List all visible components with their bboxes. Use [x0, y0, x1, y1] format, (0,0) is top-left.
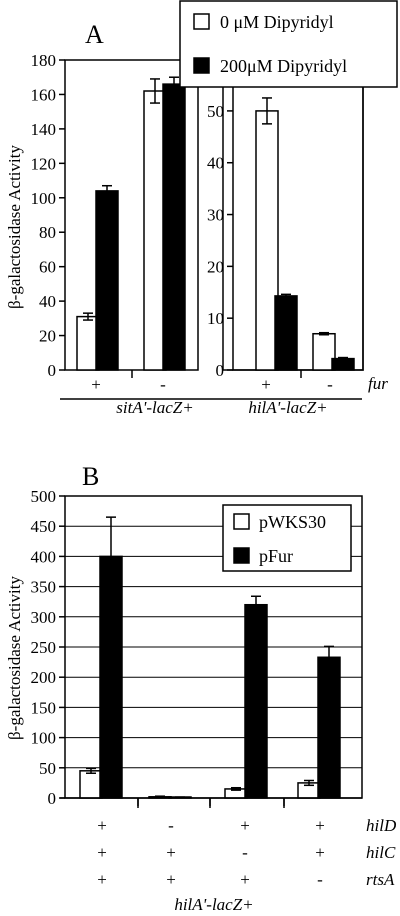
panel-b-ytick-label-5: 250	[31, 638, 57, 657]
panel-a-right-fur-value-0: +	[261, 375, 271, 394]
panel-b-ytick-label-2: 100	[31, 729, 57, 748]
panel-a-left-bar-s1-c1	[162, 83, 186, 371]
panel-a-right-ytick-label-5: 50	[207, 102, 224, 121]
panel-a-right-ytick-label-2: 20	[207, 257, 224, 276]
panel-b-genotype-table: + - + + hilD + + - + hilC + + + - rtsA	[60, 797, 397, 889]
panel-b-group-label: hilA'-lacZ+	[174, 895, 253, 914]
panel-a-right-bar-s1-c0	[274, 295, 298, 371]
panel-a-left-chart: 0 20 40 60 80 100 120 140 160 180 + -	[31, 51, 199, 394]
panel-b-hilC-value-1: +	[166, 843, 176, 862]
panel-a-left-group-label: sitA'-lacZ+	[116, 398, 193, 417]
panel-a-y-axis-label: β-galactosidase Activity	[5, 145, 24, 309]
panel-b-legend-swatch-1	[233, 547, 250, 564]
panel-b-rtsA-value-1: +	[166, 870, 176, 889]
panel-a-left-fur-value-1: -	[160, 375, 166, 394]
panel-b-row-label-hilC: hilC	[366, 843, 396, 862]
panel-a-legend-label-1: 200μM Dipyridyl	[220, 56, 347, 76]
panel-a-left-ytick-label-0: 0	[48, 361, 57, 380]
panel-b-rtsA-value-0: +	[97, 870, 107, 889]
panel-a-left-ytick-label-9: 180	[31, 51, 57, 70]
panel-b-ytick-label-1: 50	[39, 759, 56, 778]
panel-a-left-ytick-label-7: 140	[31, 120, 57, 139]
panel-b-legend-swatch-0	[233, 513, 250, 530]
panel-a-right-ytick-label-3: 30	[207, 206, 224, 225]
panel-a-right-chart: 0 10 20 30 40 50 + -	[60, 84, 364, 400]
panel-b-hilC-value-3: +	[315, 843, 325, 862]
panel-b-letter: B	[82, 462, 99, 491]
panel-a-right-ytick-label-1: 10	[207, 309, 224, 328]
panel-a-legend-box	[179, 0, 398, 88]
panel-b-bar-s1-c2	[244, 603, 268, 799]
panel-b-row-label-rtsA: rtsA	[366, 870, 395, 889]
panel-b-ytick-label-0: 0	[48, 789, 57, 808]
panel-a-left-bar-s1-c0	[95, 190, 119, 371]
panel-b-bar-s1-c3	[317, 656, 341, 799]
panel-b-y-axis-label: β-galactosidase Activity	[5, 576, 24, 740]
panel-b-ytick-label-7: 350	[31, 578, 57, 597]
panel-a-left-ytick-label-4: 80	[39, 223, 56, 242]
panel-b-ytick-label-6: 300	[31, 608, 57, 627]
panel-b-ytick-label-4: 200	[31, 668, 57, 687]
panel-b-hilD-value-1: -	[168, 816, 174, 835]
panel-b-row-label-hilD: hilD	[366, 816, 397, 835]
panel-a-legend: 0 μM Dipyridyl 200μM Dipyridyl	[179, 0, 398, 88]
panel-a-legend-swatch-0	[193, 13, 210, 30]
panel-b-ytick-label-9: 450	[31, 517, 57, 536]
panel-b-hilD-value-0: +	[97, 816, 107, 835]
panel-b-legend-label-1: pFur	[259, 546, 293, 566]
panel-a-left-ytick-label-1: 20	[39, 327, 56, 346]
panel-a-left-ytick-label-2: 40	[39, 292, 56, 311]
panel-b-ytick-label-10: 500	[31, 487, 57, 506]
panel-b-ytick-label-3: 150	[31, 698, 57, 717]
panel-a-legend-swatch-1	[193, 57, 210, 74]
panel-b-ytick-label-8: 400	[31, 547, 57, 566]
panel-a-letter: A	[85, 20, 104, 49]
panel-b-rtsA-value-2: +	[240, 870, 250, 889]
panel-a-left-ytick-label-8: 160	[31, 85, 57, 104]
panel-b-legend: pWKS30 pFur	[222, 504, 352, 572]
panel-a-left-ytick-label-5: 100	[31, 189, 57, 208]
panel-a-left-ytick-label-3: 60	[39, 258, 56, 277]
panel-a-right-ytick-label-4: 40	[207, 154, 224, 173]
panel-a-left-ytick-label-6: 120	[31, 154, 57, 173]
panel-a-legend-label-0: 0 μM Dipyridyl	[220, 12, 334, 32]
panel-b-bar-s0-c0	[79, 770, 103, 799]
panel-b-hilD-value-2: +	[240, 816, 250, 835]
panel-b-hilC-value-0: +	[97, 843, 107, 862]
panel-b-hilD-value-3: +	[315, 816, 325, 835]
panel-a-right-group-label: hilA'-lacZ+	[248, 398, 327, 417]
panel-a-right-ytick-label-0: 0	[216, 361, 225, 380]
panel-b-rtsA-value-3: -	[317, 870, 323, 889]
panel-a-fur-label: fur	[368, 374, 388, 393]
panel-b-hilC-value-2: -	[242, 843, 248, 862]
panel-b-legend-label-0: pWKS30	[259, 512, 326, 532]
panel-a-right-plot-frame	[232, 84, 364, 371]
panel-a-left-fur-value-0: +	[91, 375, 101, 394]
panel-a-right-fur-value-1: -	[327, 375, 333, 394]
